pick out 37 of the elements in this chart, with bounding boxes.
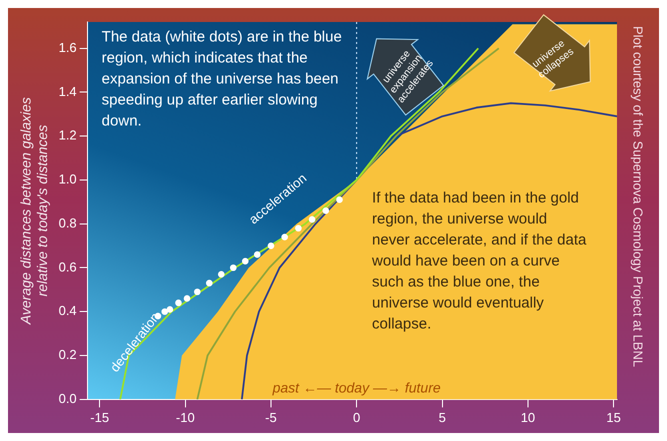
x-tick-label: 15 [606, 410, 621, 425]
y-tick-label: 1.0 [58, 172, 77, 187]
y-tick-label: 0.0 [58, 390, 77, 406]
point [308, 216, 316, 223]
point [161, 308, 168, 315]
point [254, 251, 261, 258]
x-tick-label: -10 [176, 410, 195, 425]
point [230, 264, 237, 272]
point [166, 306, 174, 313]
y-tick-label: 0.8 [58, 215, 77, 230]
y-tick-label: 0.4 [58, 303, 77, 318]
point [268, 242, 274, 250]
point [184, 295, 190, 302]
point [194, 288, 201, 296]
point [281, 234, 288, 240]
y-tick-label: 1.6 [58, 40, 77, 55]
point [295, 224, 302, 232]
y-tick-label: 1.4 [58, 84, 77, 99]
text: Plot courtesy of the Supernova Cosmology Project at LBNL [630, 26, 646, 368]
x-tick-label: 10 [520, 410, 536, 425]
annotation: past ←— today —→ future [272, 379, 441, 396]
annotation: The data (white dots) are in the blue region, which indicates that the expansion of the universe has been speeding up after earlier slowing down. [102, 28, 342, 130]
point [322, 207, 330, 214]
point [206, 280, 213, 286]
point [242, 258, 249, 264]
y-tick-label: 0.2 [58, 347, 77, 362]
x-tick-label: -15 [90, 410, 110, 425]
annotation: If the data had been in the gold region, the universe would never accelerate, and if the data would have been on a curve such as the blue one, the universe would eventually collapse. [371, 190, 587, 333]
x-tick-label: -5 [265, 410, 277, 425]
x-tick-label: 0 [353, 410, 360, 425]
y-tick-label: 0.6 [58, 259, 77, 274]
point [175, 300, 182, 306]
point [218, 271, 225, 278]
point [336, 196, 343, 204]
y-axis-title: Average distances between galaxies relative to today's distances [17, 97, 50, 326]
x-tick-label: 5 [438, 410, 446, 425]
y-tick-label: 1.2 [58, 128, 77, 143]
